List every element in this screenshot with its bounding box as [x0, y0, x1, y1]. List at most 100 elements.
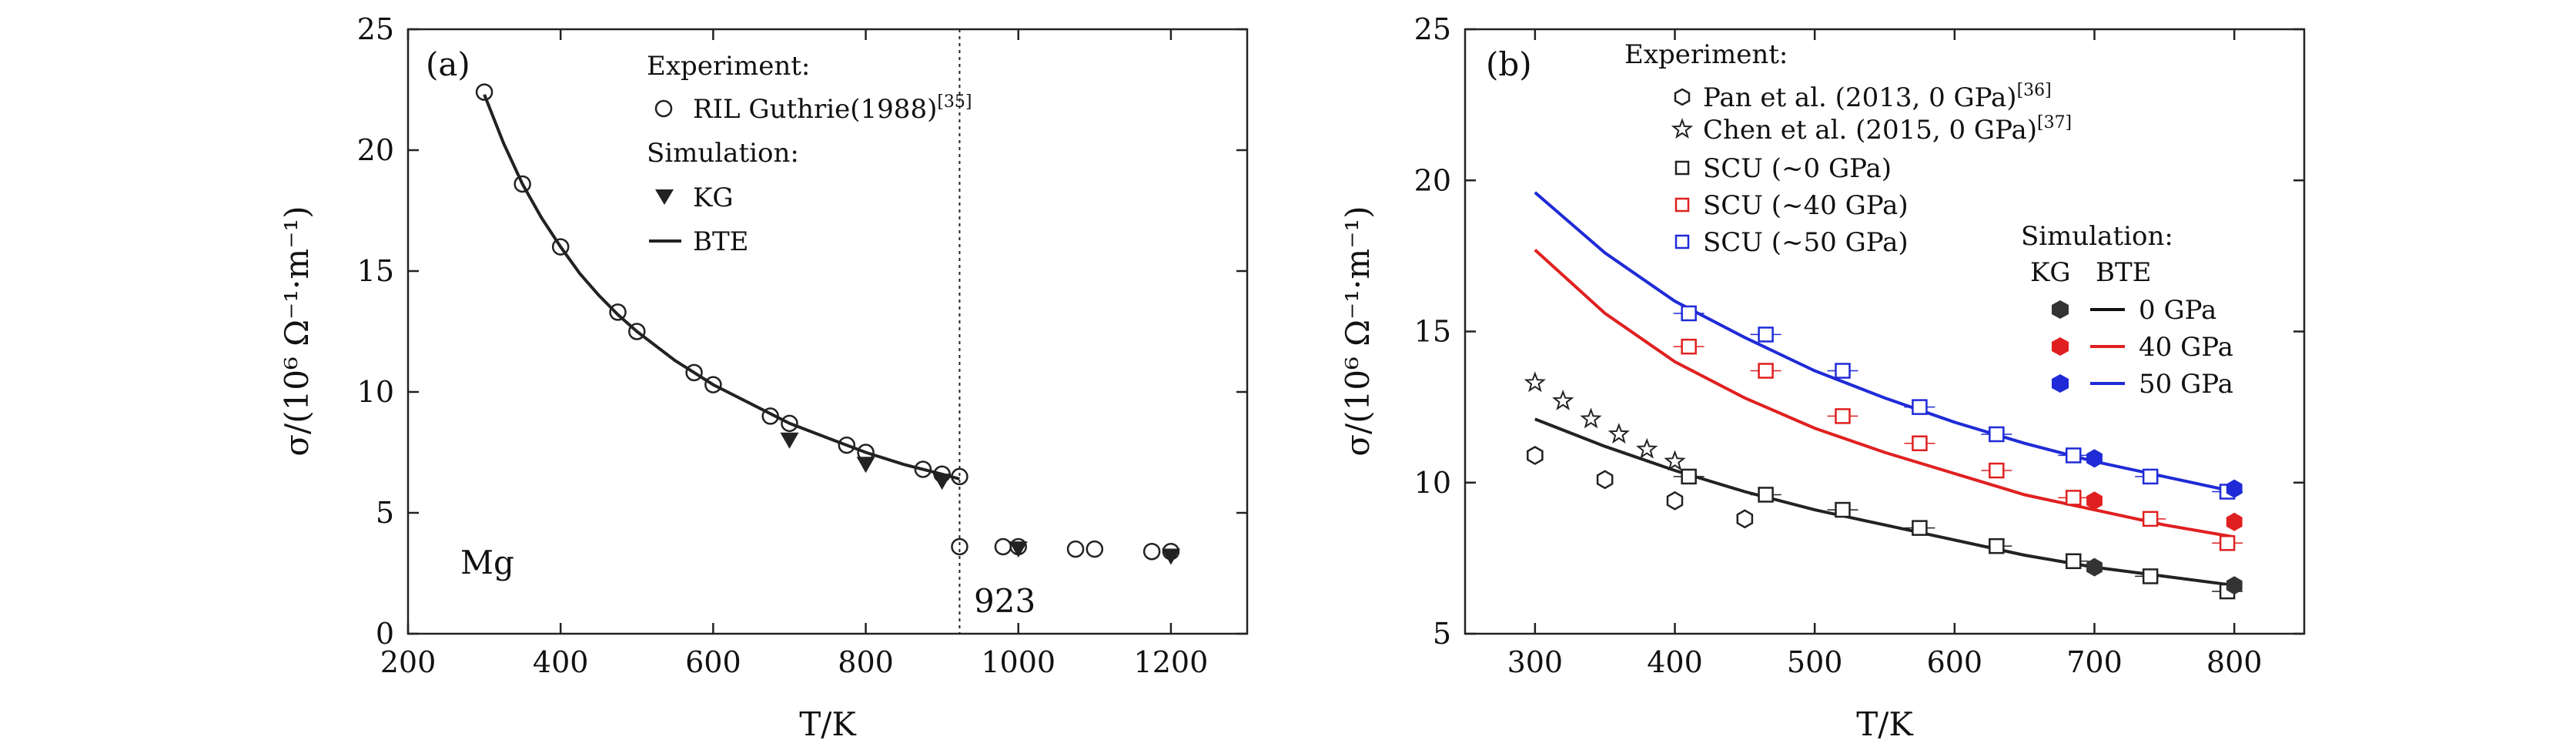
- legend-a-kg-label: KG: [693, 182, 734, 213]
- panel-a-exp-point: [685, 363, 703, 382]
- legend-a-bte-label: BTE: [693, 226, 748, 257]
- legend-a-exp-ref: [35]: [937, 92, 972, 112]
- panel-a-ytick-label: 5: [376, 496, 394, 530]
- panel-b-scu-point: [1681, 338, 1697, 355]
- panel-b-xtick-label: 700: [2066, 645, 2123, 679]
- panel-a-exp-point: [933, 465, 951, 484]
- panel-b-legend: Experiment: Pan et al. (2013, 0 GPa)[36]…: [1624, 39, 2233, 400]
- panel-a-exp-point: [1142, 542, 1161, 561]
- panel-a-exp-point: [1086, 540, 1104, 558]
- panel-b-scu-point: [1758, 487, 1774, 503]
- legend-b-pan-marker: [1674, 88, 1691, 106]
- panel-b-bte-line-0gpa: [1534, 417, 2235, 588]
- panel-a-exp-point: [761, 407, 779, 425]
- panel-a-plot-frame: [406, 28, 1249, 635]
- panel-a-xtick-label: 1000: [981, 645, 1055, 679]
- panel-a-exp-point: [1066, 540, 1085, 558]
- panel-a-exp-point: [1009, 537, 1027, 556]
- panel-b-kg-point: [2086, 557, 2103, 577]
- panel-b-scu-point: [1681, 305, 1697, 322]
- panel-b-ytick-label: 10: [1414, 466, 1451, 500]
- legend-b-pan-label: Pan et al. (2013, 0 GPa)[36]: [1703, 81, 2052, 113]
- panel-a-exp-point: [951, 467, 969, 486]
- panel-b-pan-point: [1527, 445, 1544, 465]
- legend-b-chen-star-shape: [1671, 118, 1694, 139]
- legend-b-scu40-label: SCU (~40 GPa): [1703, 190, 1909, 221]
- panel-b-chen-point: [1664, 450, 1686, 471]
- panel-a-exp-point: [951, 537, 969, 556]
- legend-a-kg-marker: [655, 189, 674, 205]
- panel-b-scu-point: [1835, 408, 1851, 424]
- panel-b-ytick-label: 15: [1414, 315, 1451, 349]
- legend-b-chen-ref: [37]: [2037, 113, 2072, 132]
- panel-a-xtick-label: 400: [533, 645, 589, 679]
- panel-a-exp-point: [551, 238, 570, 256]
- panel-a-material-label: Mg: [460, 544, 514, 581]
- legend-b-scu40-marker: [1674, 197, 1690, 213]
- legend-b-p40-label: 40 GPa: [2139, 332, 2233, 363]
- panel-b-scu-point: [1758, 363, 1774, 379]
- panel-b-kg-point: [2086, 491, 2103, 511]
- panel-b-chen-point: [1552, 389, 1574, 410]
- legend-a-exp-label: RIL Guthrie(1988)[35]: [693, 92, 972, 125]
- legend-a-exp-text: RIL Guthrie(1988): [693, 94, 937, 125]
- legend-b-p0-label: 0 GPa: [2139, 295, 2216, 326]
- panel-a-exp-point: [475, 83, 493, 101]
- panel-a-kg-point: [1009, 541, 1028, 558]
- panel-a-exp-point: [514, 175, 531, 193]
- panel-b-scu-point: [2066, 447, 2082, 464]
- legend-b-simulation-header: Simulation:: [2021, 221, 2173, 252]
- panel-b-kg-point: [2226, 512, 2243, 531]
- panel-a-xtick-label: 800: [838, 645, 894, 679]
- panel-b-x-axis-label: T/K: [1856, 705, 1914, 743]
- panel-b-kg-point: [2226, 576, 2243, 595]
- legend-b-kg50-marker: [2052, 374, 2069, 393]
- panel-a-exp-point: [994, 537, 1012, 556]
- legend-b-kg-header: KG: [2030, 257, 2071, 288]
- panel-b-xtick-label: 600: [1927, 645, 1983, 679]
- panel-a-ytick-label: 10: [357, 375, 394, 409]
- panel-a-xtick-label: 200: [380, 645, 437, 679]
- panel-b-scu-point: [1989, 462, 2005, 479]
- legend-b-scu50-marker: [1674, 234, 1690, 249]
- panel-b-scu-point: [1989, 426, 2005, 443]
- panel-b: 300 400 500 600 700 800 5 10 15 20 25 (b) T/K σ/(1…: [1339, 12, 2306, 743]
- panel-b-xtick-label: 800: [2206, 645, 2263, 679]
- legend-b-experiment-header: Experiment:: [1624, 39, 1788, 70]
- panel-b-xtick-label: 500: [1787, 645, 1843, 679]
- panel-b-ytick-label: 20: [1414, 163, 1451, 197]
- panel-a-exp-point: [914, 460, 932, 478]
- legend-b-chen-text: Chen et al. (2015, 0 GPa): [1703, 115, 2037, 146]
- panel-a-ytick-label: 0: [376, 617, 394, 651]
- legend-b-pan-ref: [36]: [2017, 81, 2052, 100]
- panel-b-xtick-label: 300: [1507, 645, 1564, 679]
- panel-b-pan-point: [1666, 491, 1684, 511]
- panel-a-melting-label: 923: [974, 582, 1035, 620]
- panel-b-scu-point: [1912, 520, 1928, 536]
- panel-a-kg-point: [856, 457, 875, 474]
- panel-a-exp-point: [857, 444, 875, 461]
- panel-b-chen-point: [1524, 371, 1546, 393]
- legend-b-bte-header: BTE: [2096, 257, 2151, 288]
- panel-b-label: (b): [1486, 45, 1532, 83]
- panel-b-bte-line-40gpa: [1534, 249, 2235, 539]
- legend-b-kg40-marker: [2052, 337, 2069, 356]
- legend-b-scu50-label: SCU (~50 GPa): [1703, 227, 1909, 258]
- legend-b-kg0-marker: [2052, 300, 2069, 319]
- panel-b-scu-point: [1912, 435, 1928, 451]
- panel-b-scu-point: [1835, 363, 1851, 379]
- panel-b-scu-point: [1989, 537, 2005, 554]
- legend-b-scu0-label: SCU (~0 GPa): [1703, 153, 1892, 184]
- panel-b-chen-point: [1636, 437, 1658, 459]
- panel-a-bte-line: [483, 94, 960, 480]
- panel-b-ytick-label: 25: [1414, 12, 1451, 46]
- panel-a-exp-point: [781, 414, 798, 433]
- panel-a-ytick-label: 15: [357, 254, 394, 288]
- panel-b-scu-point: [1681, 468, 1697, 485]
- panel-a-kg-point: [1161, 548, 1180, 565]
- panel-a-exp-point: [1162, 542, 1180, 561]
- legend-b-pan-text: Pan et al. (2013, 0 GPa): [1703, 82, 2017, 113]
- panel-a: 200 400 600 800 1000 1200 0 5 10 15 20 25 (a) Mg 92…: [278, 12, 1249, 743]
- panel-b-scu-point: [1912, 399, 1928, 415]
